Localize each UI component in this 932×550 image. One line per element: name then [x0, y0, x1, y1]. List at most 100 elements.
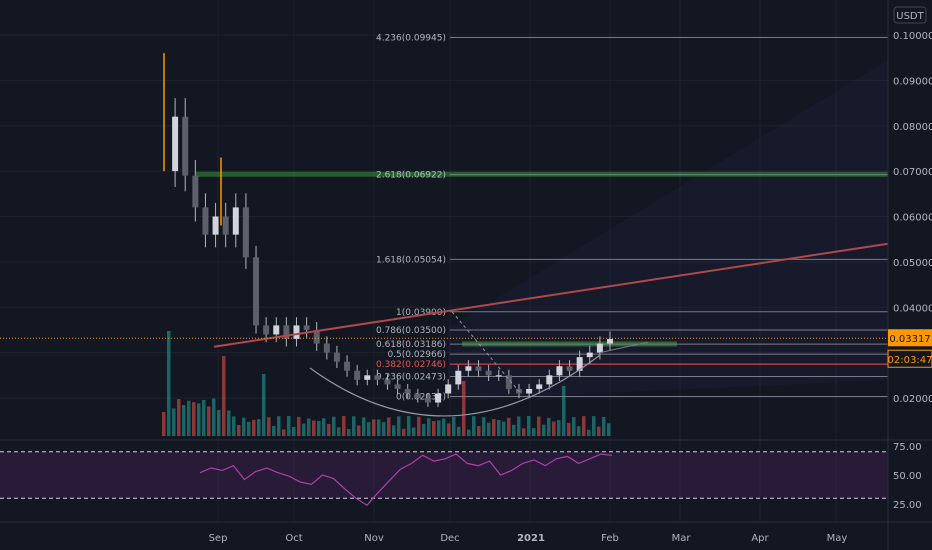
volume-bar: [492, 419, 496, 436]
volume-bar: [482, 417, 486, 436]
volume-bar: [532, 428, 536, 436]
volume-bar: [452, 416, 456, 436]
time-tick: Nov: [364, 533, 384, 544]
time-tick: Oct: [285, 533, 302, 544]
candle-body: [536, 384, 543, 389]
volume-bar: [562, 386, 566, 436]
volume-bar: [217, 409, 221, 436]
volume-bar: [332, 416, 336, 436]
volume-bar: [322, 418, 326, 436]
volume-bar: [292, 426, 296, 436]
candle-body: [404, 388, 411, 394]
candle-body: [192, 175, 199, 208]
candle-body: [344, 361, 351, 371]
volume-bar: [527, 416, 531, 436]
price-tick: 0.08000: [893, 122, 932, 133]
volume-bar: [162, 412, 166, 436]
volume-bar: [382, 422, 386, 436]
candle-body: [414, 393, 421, 398]
candle-body: [323, 343, 330, 353]
fib-label: 0.786(0.03500): [376, 326, 446, 336]
candle-body: [303, 325, 310, 330]
current-price: 0.03317: [889, 334, 930, 345]
candle-body: [232, 207, 239, 235]
volume-bar: [402, 428, 406, 436]
rsi-tick: 25.00: [893, 500, 922, 511]
volume-bar: [422, 424, 426, 436]
fib-label: 0.5(0.02966): [387, 350, 446, 360]
volume-bar: [312, 420, 316, 436]
volume-bar: [342, 416, 346, 436]
time-tick: Mar: [672, 533, 692, 544]
volume-bar: [587, 429, 591, 436]
candle-body: [222, 216, 229, 235]
volume-bar: [197, 403, 201, 436]
volume-bar: [367, 422, 371, 436]
candles: [163, 53, 613, 407]
candle-body: [556, 366, 563, 376]
candle-body: [526, 388, 533, 394]
candle-body: [333, 352, 340, 362]
volume-bar: [262, 374, 266, 436]
volume-bar: [192, 402, 196, 436]
candle-body: [576, 357, 583, 371]
volume-bar: [462, 381, 466, 436]
volume-bar: [347, 429, 351, 436]
volume-bar: [572, 417, 576, 436]
candle-body: [546, 375, 553, 385]
volume-bar: [232, 416, 236, 436]
volume-bar: [252, 419, 256, 436]
volume-bar: [287, 416, 291, 436]
volume-bar: [512, 424, 516, 436]
volume-bar: [167, 331, 171, 436]
fib-label: 2.618(0.06922): [376, 171, 446, 181]
volume-bar: [522, 428, 526, 436]
candle-body: [182, 116, 189, 176]
candle-body: [435, 393, 442, 403]
currency-label: USDT: [896, 11, 924, 22]
fib-label: 0(0.02032): [396, 393, 446, 403]
volume-bar: [427, 418, 431, 436]
candle-body: [293, 325, 300, 340]
fib-label: 0.382(0.02746): [376, 360, 446, 370]
price-tick: 0.05000: [893, 258, 932, 269]
candle-body: [475, 366, 482, 371]
fib-label: 4.236(0.09945): [376, 33, 446, 43]
current-price-tag: [888, 329, 932, 347]
volume-bar: [497, 419, 501, 436]
fib-label: 0.236(0.02473): [376, 373, 446, 383]
candle-body: [424, 398, 431, 403]
volume-bar: [412, 427, 416, 436]
volume-bar: [472, 416, 476, 436]
candle-body: [212, 216, 219, 235]
volume-bar: [392, 425, 396, 436]
time-tick: 2021: [517, 533, 545, 544]
volume-bar: [327, 423, 331, 436]
volume-bar: [577, 426, 581, 436]
candle-body: [505, 375, 512, 389]
candle-body: [273, 325, 280, 335]
candle-body: [566, 366, 573, 371]
candle-body: [596, 343, 603, 353]
volume-bar: [442, 418, 446, 436]
time-tick: Apr: [751, 533, 769, 544]
volume-bar: [397, 416, 401, 436]
price-tick: 0.09000: [893, 76, 932, 87]
volume-bar: [337, 427, 341, 436]
volume-bar: [592, 416, 596, 436]
candle-body: [242, 207, 249, 258]
volume-bar: [352, 416, 356, 436]
fib-label: 1.618(0.05054): [376, 255, 446, 265]
volume-bar: [212, 398, 216, 436]
candle-body: [263, 325, 270, 335]
volume-bar: [202, 399, 206, 436]
volume-bar: [272, 425, 276, 436]
volume-bar: [582, 416, 586, 436]
volume-bar: [267, 417, 271, 436]
volume-bar: [177, 399, 181, 436]
volume-bar: [537, 416, 541, 436]
volume-bar: [247, 421, 251, 436]
